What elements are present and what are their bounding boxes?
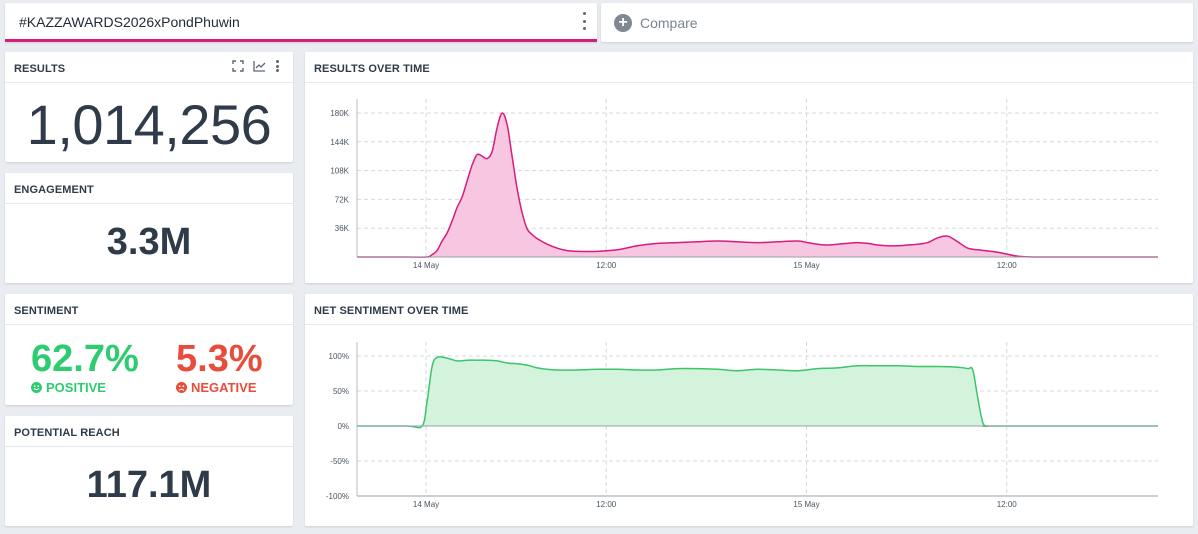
sentiment-card: SENTIMENT 62.7% POSITIVE 5.3% NEGATIVE	[5, 294, 293, 405]
x-tick-label: 15 May	[793, 261, 819, 270]
y-tick-label: 144K	[330, 138, 349, 147]
results-title: RESULTS	[14, 63, 66, 75]
engagement-value: 3.3M	[106, 221, 192, 263]
potential-reach-title: POTENTIAL REACH	[14, 427, 120, 439]
y-tick-label: 50%	[333, 387, 349, 396]
compare-label: Compare	[640, 15, 698, 31]
results-value: 1,014,256	[26, 93, 272, 156]
series-line	[356, 356, 1158, 429]
negative-value: 5.3%	[176, 338, 263, 380]
more-options-icon[interactable]	[275, 60, 279, 72]
search-query-text[interactable]: #KAZZAWARDS2026xPondPhuwin	[19, 14, 240, 30]
results-over-time-card: RESULTS OVER TIME 36K 72K 108K 144K 180K 14 M…	[305, 52, 1193, 283]
positive-label-row: POSITIVE	[31, 380, 106, 395]
y-tick-label: 36K	[335, 224, 350, 233]
net-sentiment-over-time-title: NET SENTIMENT OVER TIME	[314, 305, 469, 317]
net-sentiment-over-time-chart[interactable]: 100% 50% 0% -50% -100% 14 May 12:00 15 May 12:00	[305, 325, 1193, 526]
plus-icon: +	[614, 14, 632, 32]
x-tick-label: 12:00	[997, 500, 1018, 509]
positive-value: 62.7%	[31, 338, 139, 380]
results-over-time-title: RESULTS OVER TIME	[314, 63, 430, 75]
x-tick-label: 12:00	[997, 261, 1018, 270]
series-area	[357, 112, 1158, 258]
results-card: RESULTS 1,014,256	[5, 52, 293, 162]
card-divider	[5, 324, 293, 325]
compare-button[interactable]: + Compare	[601, 3, 1193, 42]
results-over-time-chart[interactable]: 36K 72K 108K 144K 180K 14 May 12:00 15 May 12:00	[305, 83, 1193, 283]
y-tick-label: 100%	[329, 352, 349, 361]
negative-label: NEGATIVE	[191, 380, 257, 395]
fullscreen-icon[interactable]	[232, 60, 244, 72]
card-divider	[5, 203, 293, 204]
y-tick-label: 108K	[330, 167, 349, 176]
y-tick-label: -100%	[326, 492, 349, 501]
engagement-card: ENGAGEMENT 3.3M	[5, 173, 293, 283]
smile-icon	[31, 382, 42, 393]
y-tick-label: -50%	[330, 457, 349, 466]
sentiment-title: SENTIMENT	[14, 305, 79, 317]
engagement-title: ENGAGEMENT	[14, 184, 94, 196]
negative-label-row: NEGATIVE	[176, 380, 257, 395]
x-tick-label: 14 May	[413, 261, 439, 270]
line-chart-icon[interactable]	[253, 60, 266, 72]
card-divider	[305, 82, 1193, 83]
potential-reach-value: 117.1M	[86, 464, 212, 506]
search-query-tab[interactable]: #KAZZAWARDS2026xPondPhuwin	[5, 3, 597, 42]
y-tick-label: 180K	[330, 109, 349, 118]
positive-label: POSITIVE	[46, 380, 106, 395]
x-tick-label: 14 May	[413, 500, 439, 509]
card-divider	[5, 82, 293, 83]
y-tick-label: 72K	[335, 195, 350, 204]
net-sentiment-over-time-card: NET SENTIMENT OVER TIME 100% 50% 0% -50% -10…	[305, 294, 1193, 526]
card-divider	[5, 446, 293, 447]
frown-icon	[176, 382, 187, 393]
more-options-icon[interactable]	[581, 12, 587, 30]
x-tick-label: 12:00	[596, 261, 617, 270]
series-area	[357, 356, 1158, 428]
card-divider	[305, 324, 1193, 325]
y-tick-label: 0%	[337, 422, 349, 431]
series-line	[357, 112, 1158, 258]
x-tick-label: 15 May	[793, 500, 819, 509]
x-tick-label: 12:00	[596, 500, 617, 509]
potential-reach-card: POTENTIAL REACH 117.1M	[5, 416, 293, 526]
